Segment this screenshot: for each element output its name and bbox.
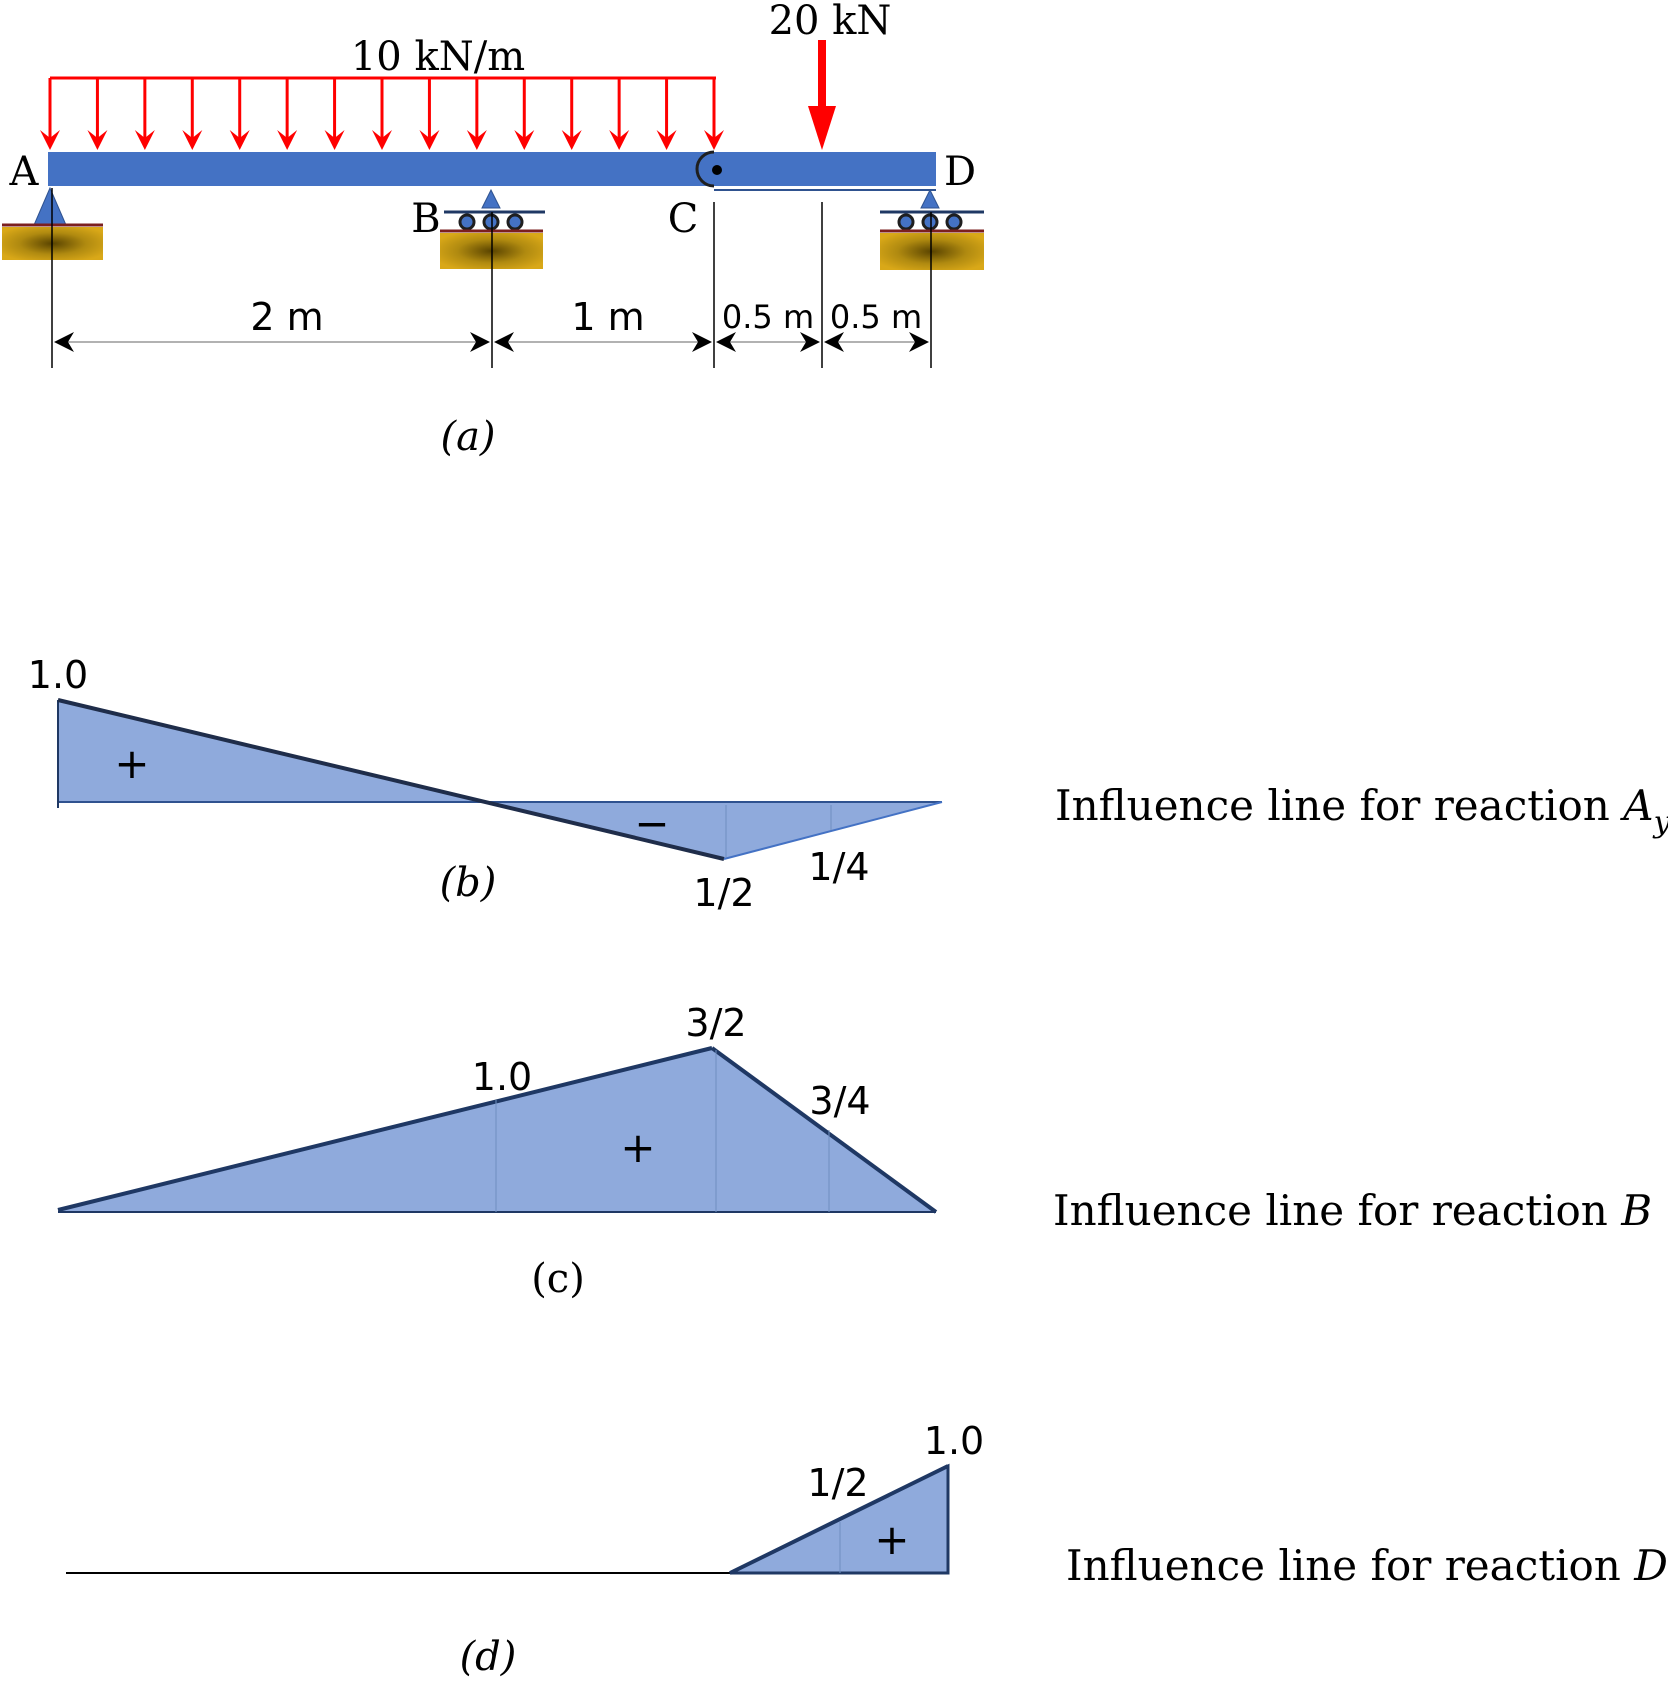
udl-arrow-head (134, 130, 155, 150)
distributed-load (40, 76, 724, 150)
il-b-title-var: B (1620, 1186, 1652, 1235)
roller-d-wheel-3 (945, 213, 963, 231)
il-ay-title: Influence line for reaction Ay (1055, 781, 1668, 840)
extension-lines (51, 188, 932, 368)
dim-arrow (54, 332, 74, 352)
dim-arrow (494, 332, 514, 352)
roller-d-wheel-2 (921, 213, 939, 231)
il-b-line-cd (710, 1046, 938, 1214)
udl-arrows (40, 78, 724, 150)
beam-segment-ac (48, 152, 714, 186)
roller-b-triangle (481, 188, 501, 209)
il-ay-line (57, 698, 725, 861)
dim-label-bc: 1 m (571, 295, 644, 339)
point-load-arrow (808, 40, 836, 150)
il-ay-title-var: A (1619, 781, 1653, 830)
udl-arrow-head (182, 130, 203, 150)
il-d-sign-positive: + (874, 1515, 909, 1564)
udl-arrow-head (277, 130, 298, 150)
dim-arrow (824, 332, 844, 352)
il-ay-title-sub: y (1652, 805, 1668, 840)
dim-arrow (716, 332, 736, 352)
dim-label-ab: 2 m (250, 295, 323, 339)
roller-b-wheel-3 (506, 213, 524, 231)
pin-triangle (33, 186, 67, 226)
udl-arrow-head (324, 130, 345, 150)
il-ay-sign-negative: − (634, 799, 669, 848)
il-d-value-d: 1.0 (924, 1419, 984, 1463)
dim-label-c-load: 0.5 m (722, 298, 814, 336)
dim-arrow (470, 332, 490, 352)
il-b-value-c: 3/2 (685, 1001, 746, 1045)
il-d-title-text: Influence line for reaction (1066, 1541, 1634, 1590)
il-b-title-text: Influence line for reaction (1053, 1186, 1621, 1235)
il-d-value-mid: 1/2 (807, 1461, 868, 1505)
udl-arrow-head (419, 130, 440, 150)
support-d-block (880, 233, 984, 270)
il-d-line (729, 1464, 949, 1575)
figure-c: 1.0 3/2 3/4 + (c) Influence line for rea… (57, 1001, 1652, 1302)
figure-d: 1.0 1/2 + (d) Influence line for reactio… (66, 1419, 1668, 1680)
il-d-title-var: D (1633, 1541, 1668, 1590)
il-ay-value-a: 1.0 (28, 653, 88, 697)
point-load-label: 20 kN (769, 0, 892, 44)
il-ay-value-c: 1/2 (693, 871, 754, 915)
dim-label-load-d: 0.5 m (830, 298, 922, 336)
node-a-label: A (9, 149, 40, 195)
caption-c: (c) (531, 1256, 585, 1302)
dim-arrow (692, 332, 712, 352)
il-b-value-mid: 3/4 (809, 1079, 870, 1123)
figure-a: 10 kN/m 20 kN A B C D (2, 0, 984, 460)
udl-arrow-head (561, 130, 582, 150)
roller-b-wheel-1 (458, 213, 476, 231)
udl-arrow-head (704, 130, 724, 150)
udl-arrow-head (229, 130, 250, 150)
caption-d: (d) (460, 1634, 517, 1680)
node-c-label: C (668, 196, 699, 242)
udl-arrow-head (372, 130, 392, 150)
node-b-label: B (411, 196, 440, 242)
il-b-sign-positive: + (620, 1123, 655, 1172)
udl-arrow-head (656, 130, 677, 150)
il-b-title: Influence line for reaction B (1053, 1186, 1652, 1235)
udl-arrow-head (609, 130, 630, 150)
dimension-lines (54, 332, 929, 352)
node-d-label: D (944, 149, 976, 195)
il-ay-negative-region (484, 802, 942, 859)
dim-arrow (800, 332, 820, 352)
roller-d-triangle (920, 188, 940, 209)
il-ay-title-text: Influence line for reaction (1055, 781, 1623, 830)
beam-segment-cd (714, 152, 936, 186)
figure-b: 1.0 + − 1/2 1/4 (b) Influence line for r… (28, 653, 1668, 915)
il-d-title: Influence line for reaction D (1066, 1541, 1668, 1590)
point-load-shaft (818, 40, 826, 110)
udl-arrow-head (514, 130, 535, 150)
roller-b-wheel-2 (482, 213, 500, 231)
udl-arrow-head (466, 130, 487, 150)
il-ay-sign-positive: + (114, 739, 149, 788)
caption-a: (a) (440, 414, 495, 460)
il-b-value-b: 1.0 (472, 1055, 532, 1099)
hinge-pin (712, 165, 722, 175)
caption-b: (b) (440, 860, 497, 906)
roller-d-wheel-1 (897, 213, 915, 231)
il-ay-line-cd (723, 801, 943, 860)
udl-label: 10 kN/m (351, 34, 525, 80)
il-b-line-ac (57, 1046, 713, 1212)
il-ay-value-mid: 1/4 (808, 845, 869, 889)
support-d-roller (880, 188, 984, 270)
udl-arrow-head (40, 130, 60, 150)
udl-arrow-head (87, 130, 108, 150)
point-load-head (808, 106, 836, 150)
hinge-arc (695, 150, 715, 188)
dim-arrow (909, 332, 929, 352)
